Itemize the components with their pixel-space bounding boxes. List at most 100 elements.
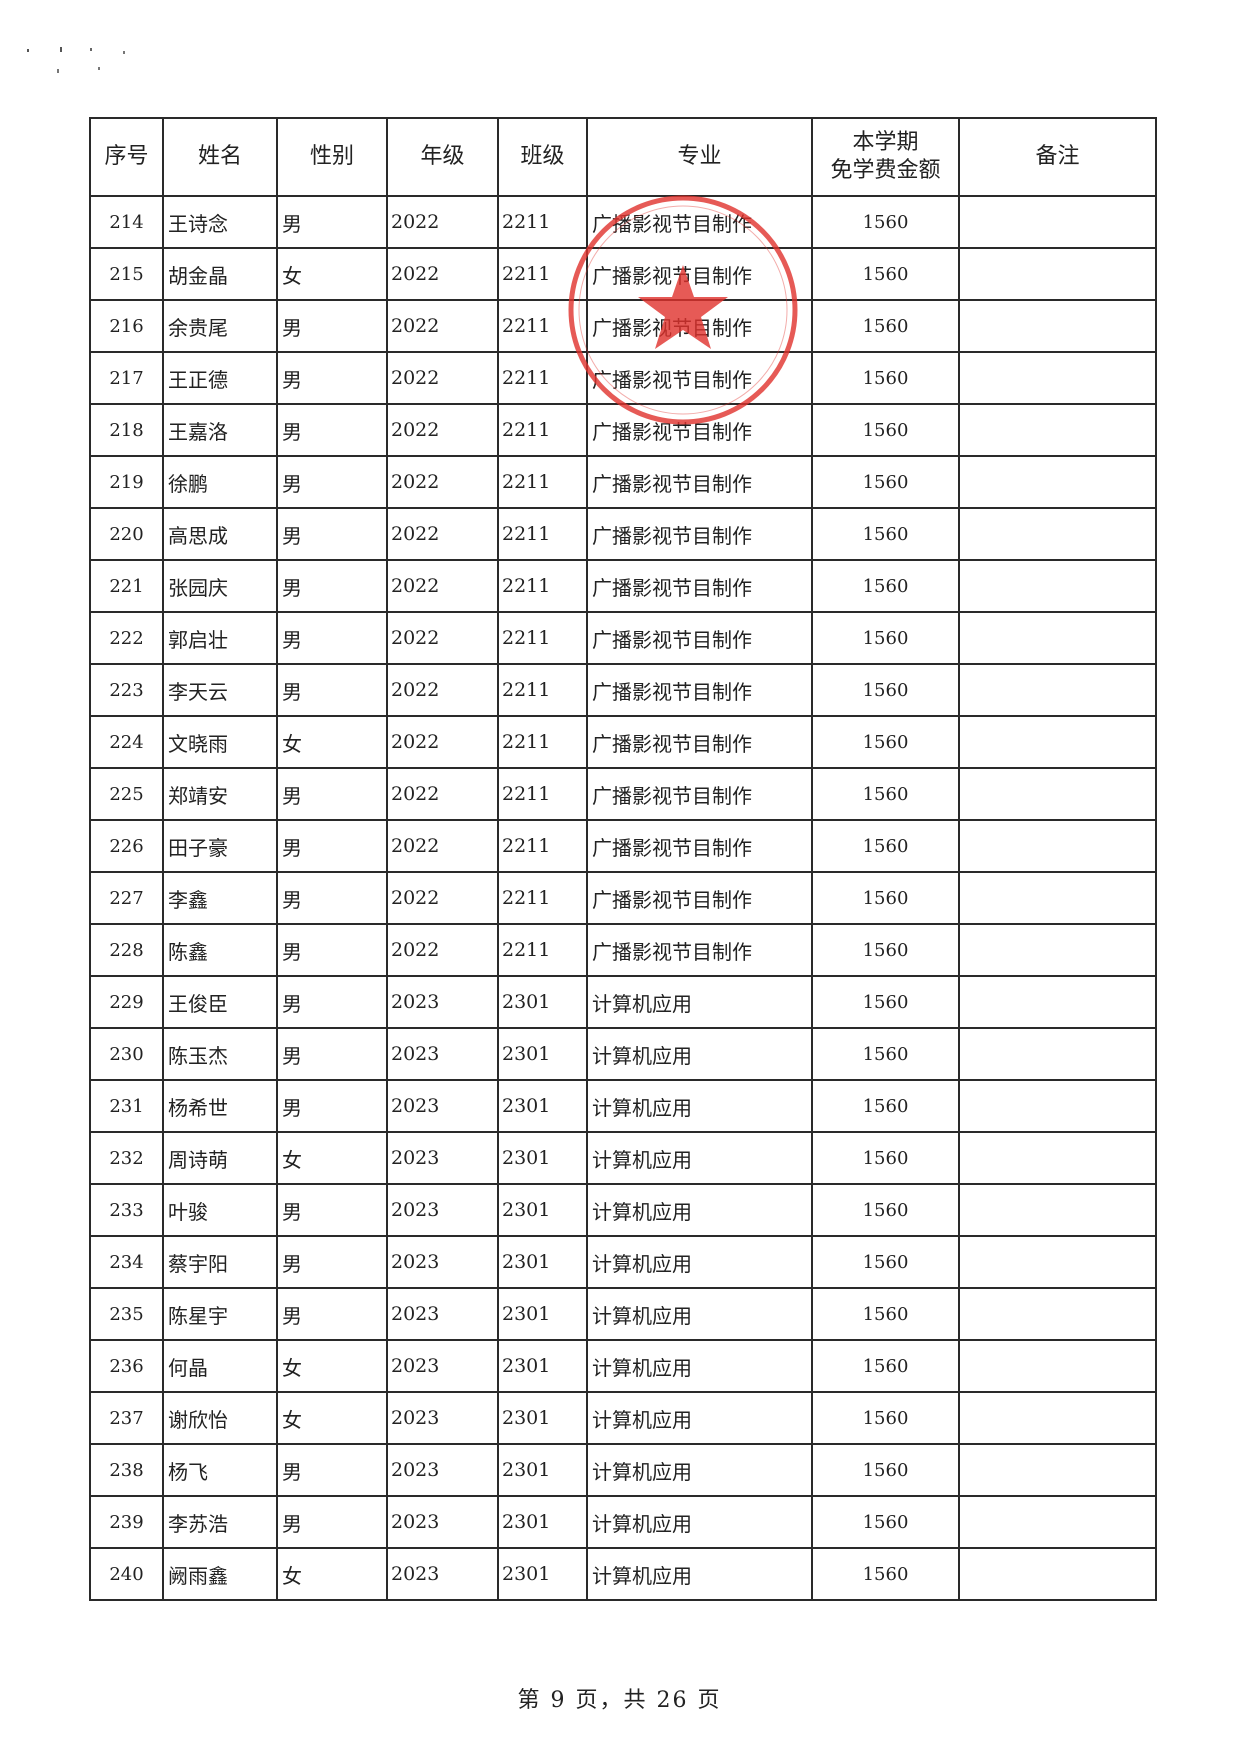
table-row: 238 杨飞男 2023 2301 计算机应用 1560 xyxy=(89,1443,1157,1497)
cell-grade: 2022 xyxy=(386,247,499,301)
cell-remarks xyxy=(958,767,1157,821)
cell-name: 高思成 xyxy=(162,507,278,561)
cell-index: 239 xyxy=(89,1495,164,1549)
cell-major: 计算机应用 xyxy=(586,1287,813,1341)
cell-remarks xyxy=(958,1027,1157,1081)
cell-major: 计算机应用 xyxy=(586,1391,813,1445)
cell-gender: 男 xyxy=(276,1495,388,1549)
cell-class: 2211 xyxy=(497,611,588,665)
cell-class: 2301 xyxy=(497,1443,588,1497)
cell-name: 周诗萌 xyxy=(162,1131,278,1185)
cell-index: 240 xyxy=(89,1547,164,1601)
cell-grade: 2022 xyxy=(386,871,499,925)
cell-gender: 男 xyxy=(276,923,388,977)
cell-name: 杨希世 xyxy=(162,1079,278,1133)
cell-name: 张园庆 xyxy=(162,559,278,613)
cell-class: 2211 xyxy=(497,403,588,457)
cell-index: 226 xyxy=(89,819,164,873)
cell-class: 2211 xyxy=(497,663,588,717)
cell-grade: 2023 xyxy=(386,1183,499,1237)
cell-class: 2211 xyxy=(497,351,588,405)
table-row: 223 李天云男 2022 2211 广播影视节目制作 1560 xyxy=(89,663,1157,717)
cell-major: 广播影视节目制作 xyxy=(586,507,813,561)
cell-name: 余贵尾 xyxy=(162,299,278,353)
cell-gender: 女 xyxy=(276,1547,388,1601)
cell-amount: 1560 xyxy=(811,1443,960,1497)
cell-major: 广播影视节目制作 xyxy=(586,611,813,665)
cell-amount: 1560 xyxy=(811,1079,960,1133)
cell-major: 广播影视节目制作 xyxy=(586,767,813,821)
page-footer: 第 9 页，共 26 页 xyxy=(517,1688,722,1713)
table-row: 215 胡金晶女 2022 2211 广播影视节目制作 1560 xyxy=(89,247,1157,301)
cell-gender: 男 xyxy=(276,195,388,249)
cell-amount: 1560 xyxy=(811,299,960,353)
cell-class: 2301 xyxy=(497,1339,588,1393)
table-row: 229 王俊臣男 2023 2301 计算机应用 1560 xyxy=(89,975,1157,1029)
cell-class: 2211 xyxy=(497,715,588,769)
cell-grade: 2022 xyxy=(386,351,499,405)
cell-name: 王嘉洛 xyxy=(162,403,278,457)
cell-index: 221 xyxy=(89,559,164,613)
cell-index: 225 xyxy=(89,767,164,821)
cell-grade: 2022 xyxy=(386,195,499,249)
cell-index: 214 xyxy=(89,195,164,249)
cell-index: 217 xyxy=(89,351,164,405)
cell-index: 227 xyxy=(89,871,164,925)
cell-grade: 2022 xyxy=(386,611,499,665)
cell-name: 田子豪 xyxy=(162,819,278,873)
cell-amount: 1560 xyxy=(811,663,960,717)
cell-amount: 1560 xyxy=(811,923,960,977)
cell-gender: 男 xyxy=(276,1027,388,1081)
cell-amount: 1560 xyxy=(811,1183,960,1237)
cell-remarks xyxy=(958,663,1157,717)
cell-major: 广播影视节目制作 xyxy=(586,663,813,717)
cell-remarks xyxy=(958,1495,1157,1549)
cell-amount: 1560 xyxy=(811,1027,960,1081)
cell-amount: 1560 xyxy=(811,507,960,561)
table-row: 217 王正德男 2022 2211 广播影视节目制作 1560 xyxy=(89,351,1157,405)
cell-amount: 1560 xyxy=(811,247,960,301)
table-row: 216 余贵尾男 2022 2211 广播影视节目制作 1560 xyxy=(89,299,1157,353)
cell-amount: 1560 xyxy=(811,455,960,509)
scan-specks xyxy=(27,47,125,73)
cell-remarks xyxy=(958,195,1157,249)
cell-major: 广播影视节目制作 xyxy=(586,923,813,977)
cell-amount: 1560 xyxy=(811,819,960,873)
cell-major: 计算机应用 xyxy=(586,975,813,1029)
cell-major: 广播影视节目制作 xyxy=(586,819,813,873)
cell-class: 2211 xyxy=(497,767,588,821)
cell-remarks xyxy=(958,1339,1157,1393)
table-row: 235 陈星宇男 2023 2301 计算机应用 1560 xyxy=(89,1287,1157,1341)
cell-name: 徐鹏 xyxy=(162,455,278,509)
table-row: 221 张园庆男 2022 2211 广播影视节目制作 1560 xyxy=(89,559,1157,613)
cell-major: 广播影视节目制作 xyxy=(586,559,813,613)
cell-major: 计算机应用 xyxy=(586,1131,813,1185)
cell-gender: 男 xyxy=(276,507,388,561)
cell-gender: 女 xyxy=(276,1339,388,1393)
cell-grade: 2023 xyxy=(386,1391,499,1445)
cell-remarks xyxy=(958,871,1157,925)
cell-grade: 2022 xyxy=(386,403,499,457)
table-row: 239 李苏浩男 2023 2301 计算机应用 1560 xyxy=(89,1495,1157,1549)
cell-remarks xyxy=(958,1443,1157,1497)
cell-name: 王正德 xyxy=(162,351,278,405)
cell-amount: 1560 xyxy=(811,715,960,769)
cell-major: 计算机应用 xyxy=(586,1495,813,1549)
table-row: 225 郑靖安男 2022 2211 广播影视节目制作 1560 xyxy=(89,767,1157,821)
cell-major: 计算机应用 xyxy=(586,1235,813,1289)
cell-grade: 2022 xyxy=(386,299,499,353)
cell-amount: 1560 xyxy=(811,871,960,925)
cell-class: 2301 xyxy=(497,975,588,1029)
cell-major: 广播影视节目制作 xyxy=(586,299,813,353)
cell-index: 218 xyxy=(89,403,164,457)
cell-index: 231 xyxy=(89,1079,164,1133)
cell-gender: 男 xyxy=(276,611,388,665)
cell-major: 广播影视节目制作 xyxy=(586,195,813,249)
table-row: 230 陈玉杰男 2023 2301 计算机应用 1560 xyxy=(89,1027,1157,1081)
cell-gender: 男 xyxy=(276,559,388,613)
cell-grade: 2023 xyxy=(386,1235,499,1289)
cell-name: 胡金晶 xyxy=(162,247,278,301)
cell-remarks xyxy=(958,819,1157,873)
cell-name: 文晓雨 xyxy=(162,715,278,769)
cell-index: 223 xyxy=(89,663,164,717)
